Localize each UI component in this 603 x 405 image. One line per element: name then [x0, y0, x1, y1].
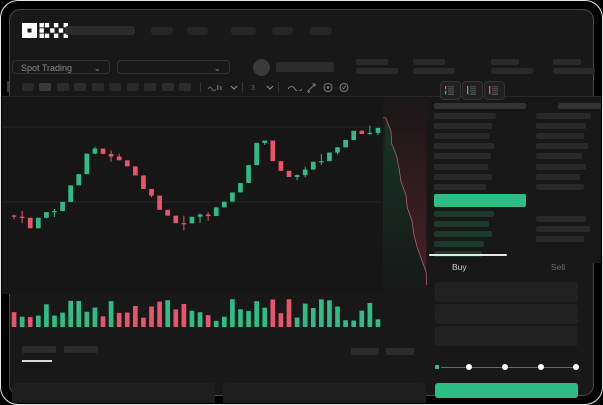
svg-text:3: 3: [251, 85, 255, 91]
